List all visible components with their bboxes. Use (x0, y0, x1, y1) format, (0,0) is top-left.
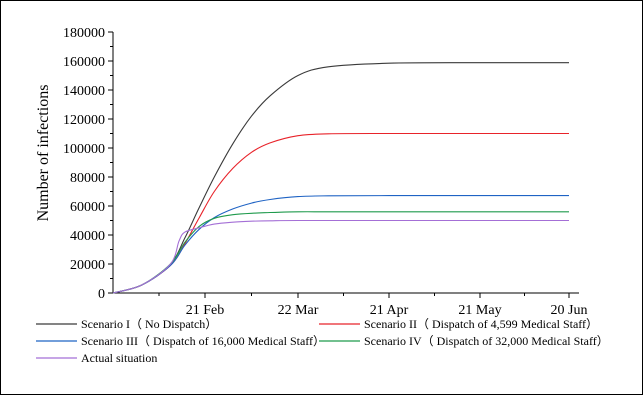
y-tick-label: 20000 (70, 258, 105, 273)
axis-ticks: 0 20000 40000 60000 80000 100000 120000 140000 1… (63, 26, 587, 318)
legend: Scenario I（ No Dispatch） Scenario II（ Dis… (36, 317, 609, 365)
y-tick-label: 100000 (63, 142, 105, 157)
y-tick-label: 40000 (70, 229, 105, 244)
x-tick-label: 22 Mar (278, 303, 319, 318)
y-tick-label: 0 (98, 287, 105, 302)
series-line-2 (112, 132, 569, 294)
y-tick-label: 80000 (70, 171, 105, 186)
x-tick-label: 20 Jun (551, 303, 588, 318)
legend-label-3: Scenario III（ Dispatch of 16,000 Medical… (81, 334, 325, 348)
legend-label-4: Scenario IV（ Dispatch of 32,000 Medical … (364, 334, 609, 348)
x-tick-label: 21 Feb (186, 303, 225, 318)
y-tick-label: 120000 (63, 113, 105, 128)
y-tick-label: 180000 (63, 26, 105, 41)
legend-label-5: Actual situation (81, 351, 157, 365)
legend-label-2: Scenario II（ Dispatch of 4,599 Medical S… (364, 317, 598, 331)
series-line-4 (112, 211, 569, 294)
y-tick-label: 140000 (63, 84, 105, 99)
x-tick-label: 21 Apr (370, 303, 409, 318)
series-line-5 (112, 219, 569, 294)
y-tick-label: 160000 (63, 55, 105, 70)
legend-label-1: Scenario I（ No Dispatch） (81, 317, 217, 331)
series-line-1 (112, 62, 569, 294)
series-lines (112, 62, 569, 294)
series-line-3 (112, 195, 569, 294)
axes (112, 32, 579, 294)
x-tick-label: 21 May (458, 303, 501, 318)
y-axis-label: Number of infections (35, 85, 52, 222)
y-tick-label: 60000 (70, 200, 105, 215)
